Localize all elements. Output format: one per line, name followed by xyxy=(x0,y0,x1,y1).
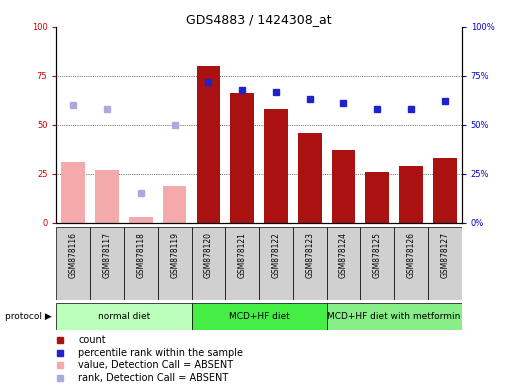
Bar xyxy=(225,227,259,300)
Bar xyxy=(327,303,462,330)
Bar xyxy=(298,132,322,223)
Text: GSM878122: GSM878122 xyxy=(271,232,281,278)
Bar xyxy=(332,150,356,223)
Text: MCD+HF diet: MCD+HF diet xyxy=(229,312,289,321)
Bar xyxy=(394,227,428,300)
Text: GSM878124: GSM878124 xyxy=(339,232,348,278)
Bar xyxy=(428,227,462,300)
Text: percentile rank within the sample: percentile rank within the sample xyxy=(78,348,243,358)
Bar xyxy=(264,109,288,223)
Bar xyxy=(399,166,423,223)
Bar xyxy=(230,93,254,223)
Text: value, Detection Call = ABSENT: value, Detection Call = ABSENT xyxy=(78,360,233,370)
Bar xyxy=(196,66,220,223)
Bar xyxy=(293,227,327,300)
Text: GSM878120: GSM878120 xyxy=(204,232,213,278)
Title: GDS4883 / 1424308_at: GDS4883 / 1424308_at xyxy=(186,13,332,26)
Text: GSM878123: GSM878123 xyxy=(305,232,314,278)
Text: GSM878127: GSM878127 xyxy=(440,232,449,278)
Bar xyxy=(157,227,191,300)
Bar xyxy=(259,227,293,300)
Bar xyxy=(327,227,360,300)
Text: GSM878116: GSM878116 xyxy=(69,232,78,278)
Text: GSM878126: GSM878126 xyxy=(406,232,416,278)
Text: count: count xyxy=(78,335,106,345)
Bar xyxy=(365,172,389,223)
Bar xyxy=(360,227,394,300)
Bar xyxy=(95,170,119,223)
Bar xyxy=(191,227,225,300)
Text: GSM878119: GSM878119 xyxy=(170,232,179,278)
Bar xyxy=(124,227,158,300)
Text: GSM878125: GSM878125 xyxy=(373,232,382,278)
Text: GSM878121: GSM878121 xyxy=(238,232,247,278)
Text: normal diet: normal diet xyxy=(98,312,150,321)
Text: MCD+HF diet with metformin: MCD+HF diet with metformin xyxy=(327,312,461,321)
Bar xyxy=(56,227,90,300)
Bar xyxy=(433,158,457,223)
Bar xyxy=(191,303,327,330)
Bar xyxy=(163,185,186,223)
Bar xyxy=(56,303,191,330)
Bar xyxy=(62,162,85,223)
Text: GSM878118: GSM878118 xyxy=(136,232,145,278)
Bar xyxy=(90,227,124,300)
Text: protocol ▶: protocol ▶ xyxy=(5,312,52,321)
Text: GSM878117: GSM878117 xyxy=(103,232,112,278)
Bar xyxy=(129,217,153,223)
Text: rank, Detection Call = ABSENT: rank, Detection Call = ABSENT xyxy=(78,373,229,383)
